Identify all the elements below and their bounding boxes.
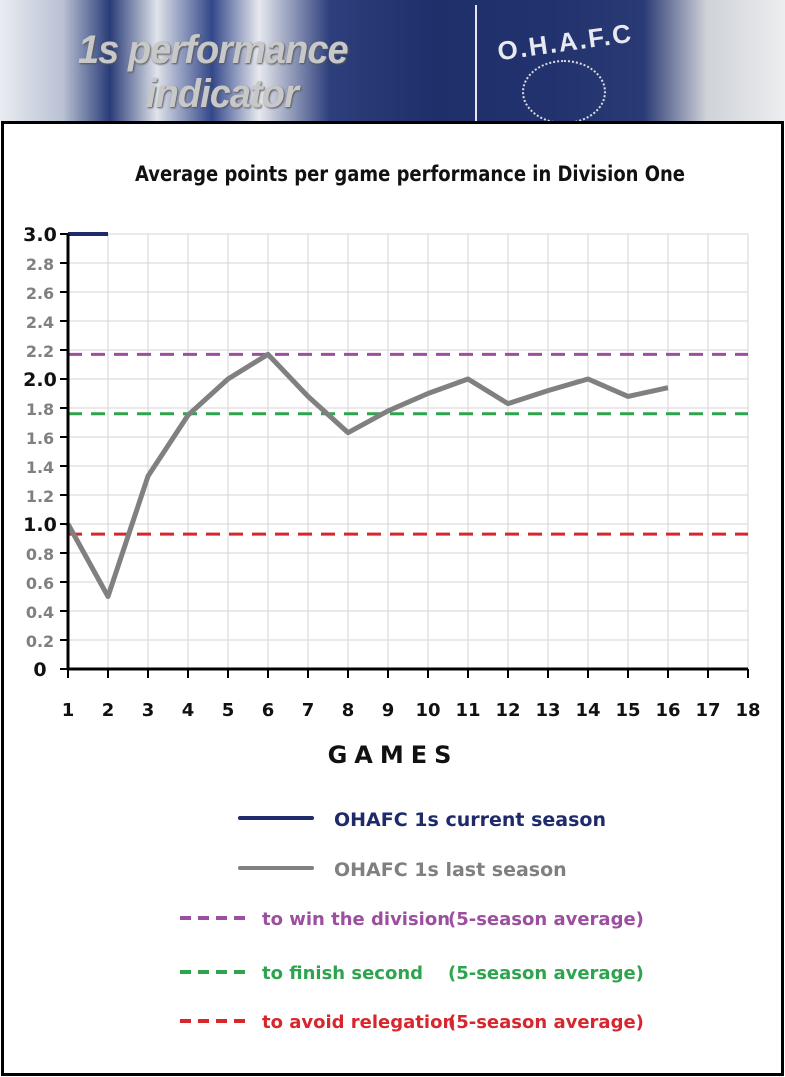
y-tick-label: 0.8 — [26, 545, 54, 564]
chart-title: Average points per game performance in D… — [135, 162, 685, 186]
banner-title-line2: indicator — [146, 72, 299, 116]
legend-label: OHAFC 1s last season — [334, 859, 567, 881]
legend-label: to avoid relegation — [262, 1012, 455, 1033]
x-tick-label: 14 — [575, 700, 600, 721]
y-tick-label: 1.2 — [26, 487, 54, 506]
header-banner: 1s performance indicator O.H.A.F.C — [0, 0, 785, 124]
x-tick-label: 6 — [262, 700, 275, 721]
y-tick-label: 1.0 — [23, 514, 57, 536]
y-tick-label: 0 — [33, 659, 46, 681]
x-tick-label: 12 — [495, 700, 520, 721]
x-tick-label: 3 — [142, 700, 155, 721]
legend-label: to win the division — [262, 909, 450, 930]
x-tick-label: 10 — [415, 700, 440, 721]
y-tick-label: 2.4 — [26, 313, 54, 332]
x-tick-label: 4 — [182, 700, 195, 721]
legend-note: (5-season average) — [448, 963, 644, 984]
y-tick-label: 1.6 — [26, 429, 54, 448]
x-tick-label: 16 — [655, 700, 680, 721]
series-line-1 — [65, 351, 669, 599]
x-tick-label: 17 — [695, 700, 720, 721]
x-tick-label: 18 — [735, 700, 760, 721]
x-tick-label: 2 — [102, 700, 115, 721]
y-tick-label: 0.2 — [26, 632, 54, 651]
x-tick-label: 13 — [535, 700, 560, 721]
x-axis-label: GAMES — [328, 741, 459, 769]
y-tick-label: 0.4 — [26, 603, 54, 622]
x-tick-label: 7 — [302, 700, 315, 721]
x-tick-label: 5 — [222, 700, 235, 721]
y-tick-label: 0.6 — [26, 574, 54, 593]
x-tick-label: 15 — [615, 700, 640, 721]
x-tick-label: 8 — [342, 700, 355, 721]
y-tick-label: 2.8 — [26, 255, 54, 274]
x-tick-label: 1 — [62, 700, 75, 721]
x-tick-label: 9 — [382, 700, 395, 721]
legend-label: OHAFC 1s current season — [334, 809, 606, 831]
y-tick-label: 2.2 — [26, 342, 54, 361]
y-tick-label: 1.4 — [26, 458, 54, 477]
y-tick-label: 2.6 — [26, 284, 54, 303]
y-tick-label: 1.8 — [26, 400, 54, 419]
y-tick-label: 2.0 — [23, 369, 57, 391]
banner-title-line1: 1s performance — [78, 28, 349, 72]
chart-frame — [1, 121, 784, 1076]
legend-note: (5-season average) — [448, 909, 644, 930]
y-tick-label: 3.0 — [23, 224, 57, 246]
legend-label: to finish second — [262, 963, 423, 984]
x-tick-label: 11 — [455, 700, 480, 721]
legend-note: (5-season average) — [448, 1012, 644, 1033]
